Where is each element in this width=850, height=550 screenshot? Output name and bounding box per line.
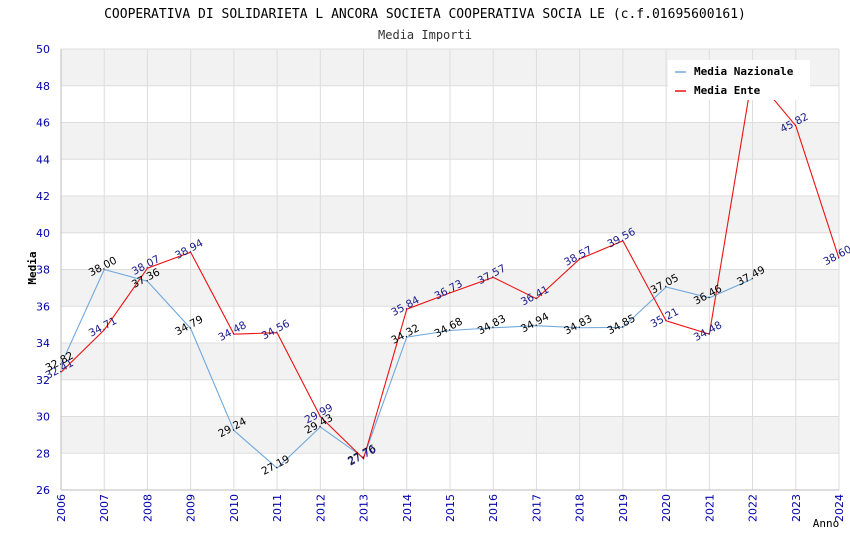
x-tick-label: 2023 [790, 494, 803, 522]
data-label-nazionale: 34.83 [476, 313, 508, 338]
y-tick-label: 38 [36, 264, 50, 277]
x-tick-label: 2008 [141, 494, 154, 522]
y-tick-label: 42 [36, 190, 50, 203]
x-tick-label: 2020 [660, 494, 673, 522]
x-tick-label: 2007 [98, 494, 111, 522]
x-tick-label: 2012 [314, 494, 327, 522]
tick-labels: 26 28 30 32 34 36 38 40 42 44 46 48 50 2006 2007 2008 20… [36, 43, 846, 522]
data-label-ente: 38.94 [173, 237, 205, 262]
x-tick-label: 2015 [444, 494, 457, 522]
x-tick-label: 2009 [185, 494, 198, 522]
legend-label-ente: Media Ente [694, 84, 761, 97]
axes [60, 49, 839, 491]
y-tick-label: 40 [36, 227, 50, 240]
x-tick-label: 2018 [574, 494, 587, 522]
y-axis-label: Media [26, 251, 39, 284]
chart-subtitle: Media Importi [378, 28, 472, 42]
legend: Media Nazionale Media Ente [668, 60, 810, 100]
y-tick-label: 26 [36, 484, 50, 497]
x-tick-label: 2024 [833, 494, 846, 522]
y-tick-label: 50 [36, 43, 50, 56]
y-tick-label: 36 [36, 300, 50, 313]
y-tick-label: 48 [36, 80, 50, 93]
x-tick-label: 2021 [703, 494, 716, 522]
y-tick-label: 34 [36, 337, 50, 350]
x-tick-label: 2013 [358, 494, 371, 522]
x-tick-label: 2006 [55, 494, 68, 522]
x-tick-label: 2022 [747, 494, 760, 522]
data-label-ente: 38.57 [562, 244, 594, 269]
series-lines [60, 72, 840, 469]
x-tick-label: 2014 [401, 494, 414, 522]
data-label-nazionale: 34.79 [173, 313, 205, 338]
y-tick-label: 44 [36, 153, 50, 166]
legend-box [668, 60, 810, 100]
x-tick-label: 2017 [530, 494, 543, 522]
series-line-media-nazionale [60, 268, 753, 469]
x-tick-label: 2011 [271, 494, 284, 522]
y-tick-label: 46 [36, 117, 50, 130]
series-line-media-ente [60, 72, 840, 460]
x-tick-label: 2010 [228, 494, 241, 522]
x-tick-label: 2016 [487, 494, 500, 522]
chart-title: COOPERATIVA DI SOLIDARIETA L ANCORA SOCI… [104, 7, 746, 22]
data-label-nazionale: 34.85 [605, 312, 637, 337]
y-tick-label: 30 [36, 411, 50, 424]
data-label-nazionale: 34.94 [519, 311, 551, 336]
data-label-ente: 34.56 [260, 318, 292, 343]
data-label-nazionale: 34.68 [433, 316, 465, 341]
data-label-nazionale: 34.83 [562, 313, 594, 338]
y-tick-label: 28 [36, 447, 50, 460]
x-axis-label: Anno [813, 517, 840, 530]
x-tick-label: 2019 [617, 494, 630, 522]
legend-label-nazionale: Media Nazionale [694, 65, 794, 78]
data-label-ente: 34.48 [216, 319, 248, 344]
data-label-ente: 34.71 [87, 315, 119, 340]
y-tick-label: 32 [36, 374, 50, 387]
data-label-ente: 35.21 [649, 306, 681, 331]
data-label-ente: 34.48 [692, 319, 724, 344]
